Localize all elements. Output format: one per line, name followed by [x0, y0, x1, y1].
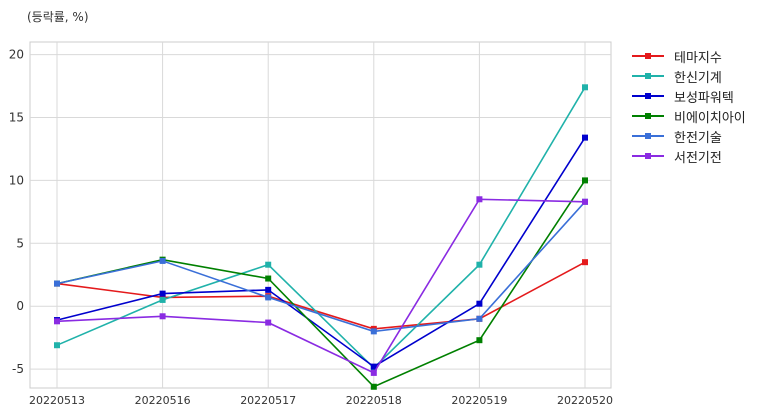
legend-item: 테마지수	[632, 46, 746, 66]
x-tick-label: 20220518	[346, 394, 402, 407]
y-tick-label: 15	[9, 110, 24, 124]
series-line-1	[56, 261, 586, 330]
data-point	[159, 257, 166, 264]
plot-area	[29, 41, 612, 389]
data-point	[582, 198, 588, 205]
data-point	[370, 328, 377, 335]
series-line-6	[56, 198, 586, 374]
data-point	[265, 261, 272, 268]
legend-item: 한신기계	[632, 66, 746, 86]
y-tick-label: 10	[9, 173, 24, 187]
data-point	[582, 84, 588, 91]
x-tick-label: 20220517	[240, 394, 296, 407]
legend-label: 한신기계	[674, 70, 722, 86]
legend-swatch	[632, 110, 664, 122]
data-point	[370, 383, 377, 390]
x-tick-label: 20220519	[451, 394, 507, 407]
legend-label: 서전기전	[674, 150, 722, 166]
data-point	[265, 319, 272, 326]
data-point	[265, 275, 272, 282]
series-line-3	[56, 137, 586, 368]
x-tick-label: 20220520	[557, 394, 613, 407]
data-point	[476, 261, 483, 268]
legend-swatch	[632, 50, 664, 62]
data-point	[476, 337, 483, 344]
y-tick-label: 5	[16, 236, 24, 250]
y-tick-label: 20	[9, 48, 24, 62]
legend-label: 보성파워텍	[674, 90, 734, 106]
legend-label: 한전기술	[674, 130, 722, 146]
data-point	[582, 177, 588, 184]
data-point	[54, 280, 60, 287]
legend-item: 보성파워텍	[632, 86, 746, 106]
legend-label: 비에이치아이	[674, 110, 746, 126]
series-line-4	[56, 179, 586, 388]
data-point	[159, 290, 166, 297]
data-point	[265, 286, 272, 293]
data-point	[476, 196, 483, 203]
data-point	[370, 369, 377, 376]
data-point	[265, 294, 272, 301]
data-point	[54, 342, 60, 349]
legend-label: 테마지수	[674, 50, 722, 66]
series-line-5	[56, 201, 586, 333]
data-point	[370, 363, 377, 370]
y-tick-label: -5	[12, 362, 24, 376]
legend-swatch	[632, 150, 664, 162]
legend-swatch	[632, 130, 664, 142]
y-tick-label: 0	[16, 299, 24, 313]
data-point	[476, 315, 483, 322]
data-point	[476, 300, 483, 307]
legend-item: 서전기전	[632, 146, 746, 166]
unit-label: (등락률, %)	[27, 10, 89, 24]
x-tick-label: 20220513	[29, 394, 85, 407]
legend-swatch	[632, 70, 664, 82]
legend-swatch	[632, 90, 664, 102]
data-point	[54, 318, 60, 325]
legend-item: 한전기술	[632, 126, 746, 146]
data-point	[159, 296, 166, 303]
data-point	[582, 134, 588, 141]
series-line-2	[56, 86, 586, 370]
legend-item: 비에이치아이	[632, 106, 746, 126]
data-point	[159, 313, 166, 320]
data-point	[582, 259, 588, 266]
x-tick-label: 20220516	[135, 394, 191, 407]
